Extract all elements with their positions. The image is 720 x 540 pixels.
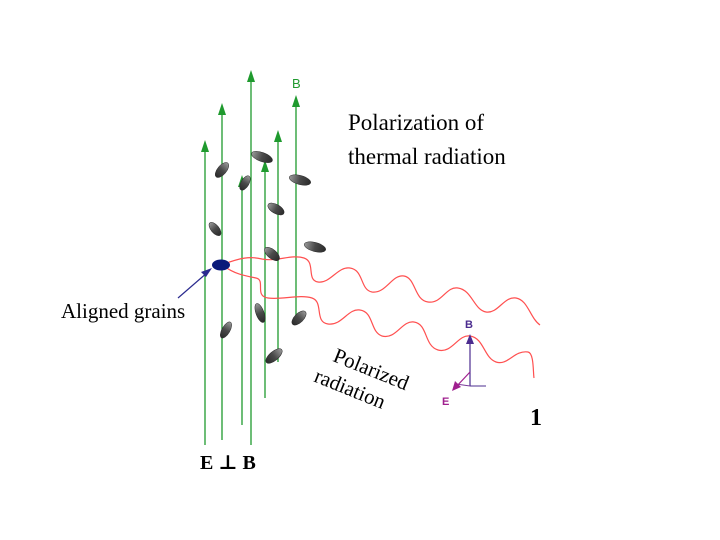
grain bbox=[254, 303, 266, 323]
aligned-grain bbox=[212, 259, 230, 271]
corner-glyph: 1 bbox=[530, 405, 542, 431]
diagram-title-line-1: Polarization of bbox=[348, 110, 484, 135]
polarized-radiation-label: Polarized radiation bbox=[311, 343, 413, 414]
grain bbox=[208, 222, 222, 236]
grain bbox=[291, 310, 307, 326]
diagram-title: Polarization of thermal radiation bbox=[348, 110, 506, 169]
diagram-title-line-2: thermal radiation bbox=[348, 144, 506, 169]
dust-grains bbox=[208, 151, 326, 364]
field-arrowhead-6 bbox=[274, 130, 282, 142]
grain bbox=[215, 162, 229, 178]
grain bbox=[251, 151, 273, 163]
grain bbox=[220, 321, 232, 339]
vector-b-arrowhead bbox=[466, 334, 474, 344]
vector-b-label: B bbox=[465, 319, 473, 331]
grain bbox=[264, 247, 280, 261]
aligned-grains-pointer-head bbox=[201, 268, 212, 277]
radiation-wave-1 bbox=[223, 256, 541, 326]
grain bbox=[265, 348, 283, 364]
grain bbox=[304, 241, 326, 253]
radiation-waves bbox=[223, 256, 541, 379]
field-arrowhead-4 bbox=[247, 70, 255, 82]
grain bbox=[267, 202, 285, 216]
aligned-grains-pointer bbox=[177, 271, 209, 299]
field-arrowhead-7 bbox=[292, 95, 300, 107]
aligned-grains-label: Aligned grains bbox=[61, 299, 185, 323]
radiation-wave-2 bbox=[223, 265, 535, 379]
field-arrowhead-5 bbox=[261, 160, 269, 172]
field-arrowhead-2 bbox=[218, 103, 226, 115]
field-arrowhead-1 bbox=[201, 140, 209, 152]
polarization-vectors: B E bbox=[442, 319, 486, 408]
field-b-label: B bbox=[292, 76, 301, 91]
grain bbox=[239, 175, 251, 191]
vector-e-arrowhead bbox=[452, 381, 461, 391]
relation-label: E ⊥ B bbox=[200, 452, 256, 474]
grain bbox=[289, 174, 311, 186]
vector-e-label: E bbox=[442, 396, 449, 408]
